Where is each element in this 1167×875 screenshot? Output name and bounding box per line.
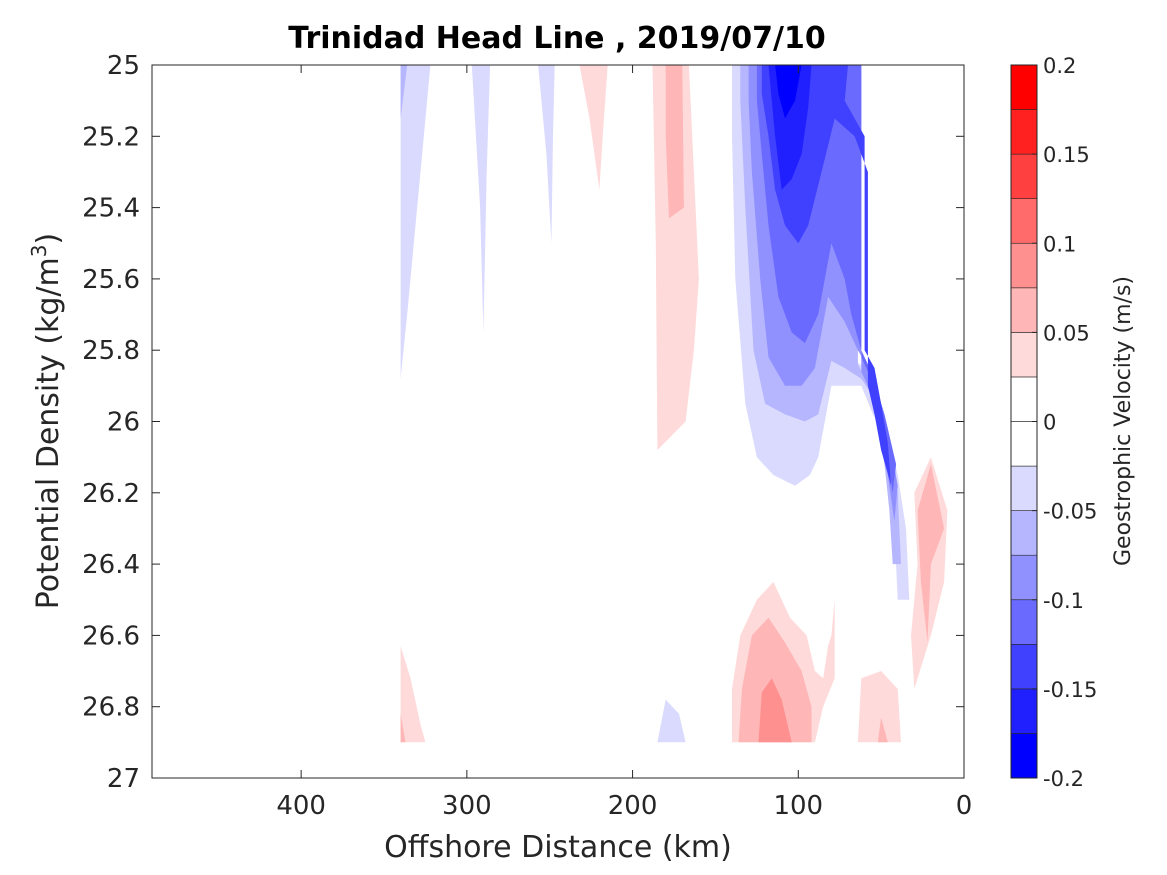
y-tick-label-10: 27 [107, 764, 140, 794]
contour-region-neg-shelf-l7 [775, 65, 802, 119]
y-axis-label-close: ) [31, 233, 66, 245]
colorbar-level-5 [1010, 510, 1038, 556]
colorbar-tick-label-5: 0.05 [1043, 321, 1090, 345]
colorbar-level-12 [1010, 198, 1038, 244]
contour-region-neg-band-340-core [400, 65, 408, 119]
contour-region-neg-band-250 [538, 65, 555, 244]
colorbar-level-2 [1010, 644, 1038, 690]
colorbar-tick-label-0: -0.2 [1043, 767, 1084, 791]
contour-region-pos-bottom-50-core [877, 717, 888, 743]
colorbar-level-0 [1010, 733, 1038, 779]
contour-region-pos-band-225 [579, 65, 608, 190]
y-axis-label: Potential Density (kg/m3) [27, 233, 66, 609]
x-tick-label-3: 100 [773, 791, 823, 821]
y-tick-label-5: 26 [107, 408, 140, 438]
colorbar-level-1 [1010, 688, 1038, 734]
x-tick-label-1: 300 [442, 791, 492, 821]
contour-region-neg-band-290 [471, 65, 491, 333]
contour-region-pos-band-180 [652, 65, 699, 450]
colorbar-level-6 [1010, 465, 1038, 511]
y-tick-label-9: 26.8 [82, 693, 140, 723]
colorbar-tick-label-4: 0 [1043, 411, 1056, 435]
contour-region-pos-nearshore-a-core [917, 464, 945, 643]
y-tick-label-4: 25.8 [82, 336, 140, 366]
colorbar-tick-label-8: 0.2 [1043, 54, 1076, 78]
contour-region-neg-band-340 [400, 65, 431, 379]
y-tick-label-7: 26.4 [82, 550, 140, 580]
y-axis-label-base: Potential Density (kg/m [31, 257, 66, 609]
contour-region-pos-bottom-50 [857, 671, 901, 743]
colorbar-level-15 [1010, 64, 1038, 110]
colorbar-tick-label-2: -0.1 [1043, 589, 1084, 613]
colorbar-level-4 [1010, 554, 1038, 601]
contour-region-neg-bottom-180 [657, 699, 686, 743]
colorbar-level-7 [1010, 421, 1038, 467]
colorbar-level-13 [1010, 153, 1038, 199]
colorbar-level-9 [1010, 332, 1038, 378]
colorbar-ticks: -0.2 -0.15 -0.1 -0.05 0 0.05 0.1 0.15 0.2 [1032, 54, 1097, 791]
colorbar-label: Geostrophic Velocity (m/s) [1111, 276, 1136, 566]
colorbar-level-10 [1010, 287, 1038, 333]
x-tick-label-2: 200 [608, 791, 658, 821]
colorbar-tick-label-7: 0.15 [1043, 143, 1090, 167]
y-tick-label-2: 25.4 [82, 194, 140, 224]
colorbar-level-14 [1010, 109, 1038, 155]
x-tick-label-0: 400 [276, 791, 326, 821]
x-ticks: 400 300 200 100 0 [276, 65, 972, 821]
y-tick-label-0: 25 [107, 51, 140, 81]
x-tick-label-4: 0 [956, 791, 973, 821]
y-tick-label-6: 26.2 [82, 479, 140, 509]
contour-regions [400, 65, 948, 743]
contour-region-pos-bottom-340-core [400, 713, 406, 743]
colorbar-level-3 [1010, 599, 1038, 645]
colorbar-tick-label-1: -0.15 [1043, 678, 1097, 702]
colorbar [1010, 64, 1038, 779]
contour-region-pos-bottom-mid-l2 [738, 617, 812, 743]
y-tick-label-8: 26.6 [82, 621, 140, 651]
colorbar-tick-label-6: 0.1 [1043, 232, 1076, 256]
x-axis-label: Offshore Distance (km) [384, 830, 732, 865]
y-ticks: 25 25.2 25.4 25.6 25.8 26 26.2 26.4 26.6 26.8 27 [82, 51, 964, 794]
y-axis-label-superscript: 3 [27, 244, 51, 257]
y-tick-label-1: 25.2 [82, 122, 140, 152]
colorbar-level-11 [1010, 242, 1038, 289]
chart-title: Trinidad Head Line , 2019/07/10 [288, 21, 825, 56]
colorbar-tick-label-3: -0.05 [1043, 500, 1097, 524]
contour-region-pos-bottom-340 [400, 646, 426, 743]
y-tick-label-3: 25.6 [82, 265, 140, 295]
contour-region-pos-bottom-mid-l3 [758, 678, 792, 743]
contour-region-pos-band-180-core [665, 65, 684, 219]
colorbar-level-8 [1010, 376, 1038, 422]
